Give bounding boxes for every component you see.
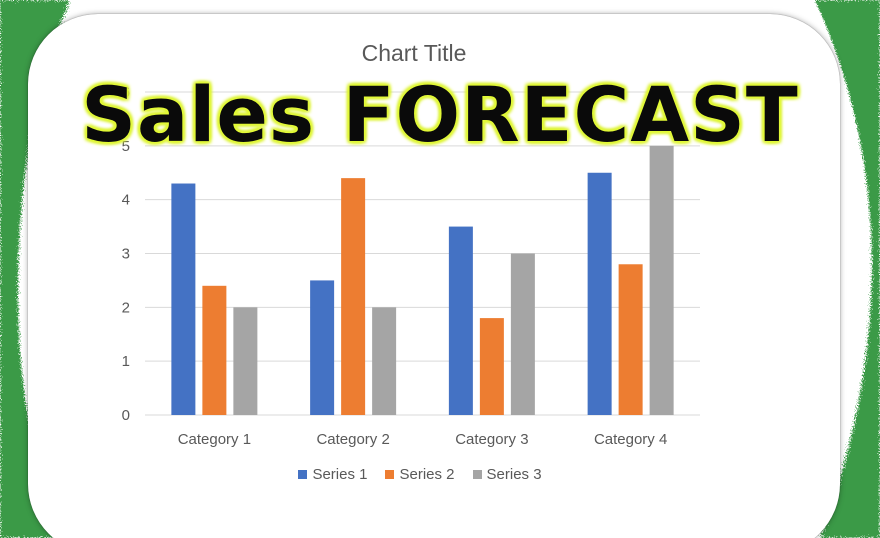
- bar-series-1-category-4: [587, 172, 612, 415]
- sales-forecast-heading: Sales FORECAST: [81, 70, 799, 159]
- y-tick-label: 3: [122, 246, 130, 263]
- bars: [171, 145, 674, 416]
- bar-series-3-category-4: [649, 145, 674, 416]
- chart-card: [28, 14, 840, 538]
- legend-item-series-1: Series 1: [298, 466, 367, 483]
- x-category-label: Category 4: [594, 431, 667, 448]
- legend-swatch-series-2: [385, 470, 395, 479]
- legend-label-series-1: Series 1: [312, 466, 368, 483]
- y-tick-label: 6: [122, 84, 130, 101]
- y-tick-label: 2: [122, 299, 130, 316]
- x-category-label: Category 2: [316, 431, 389, 448]
- bar-series-2-category-1: [202, 285, 227, 415]
- bar-series-2-category-2: [341, 178, 366, 415]
- bar-series-1-category-3: [448, 226, 473, 415]
- legend-swatch-series-3: [472, 470, 482, 479]
- legend-item-series-2: Series 2: [385, 466, 455, 483]
- x-axis-labels: Category 1 Category 2 Category 3 Category 4: [178, 431, 668, 448]
- y-tick-label: 5: [122, 138, 130, 155]
- bar-series-3-category-3: [510, 253, 535, 415]
- y-tick-label: 1: [122, 353, 130, 370]
- x-category-label: Category 1: [178, 431, 251, 448]
- x-category-label: Category 3: [455, 431, 528, 448]
- bar-series-1-category-2: [310, 280, 335, 415]
- y-tick-label: 0: [122, 407, 130, 424]
- bar-series-3-category-1: [233, 307, 258, 415]
- bar-series-1-category-1: [171, 183, 196, 415]
- bar-series-3-category-2: [372, 307, 397, 415]
- y-tick-label: 4: [122, 192, 130, 209]
- legend-label-series-3: Series 3: [486, 466, 542, 483]
- chart-legend: Series 1 Series 2 Series 3: [0, 466, 840, 483]
- legend-swatch-series-1: [298, 470, 308, 479]
- legend-label-series-2: Series 2: [399, 466, 455, 483]
- bar-series-2-category-4: [618, 264, 643, 415]
- chart-title: Chart Title: [361, 40, 467, 66]
- y-axis-ticks: 0 1 2 3 4 5 6: [122, 84, 130, 424]
- bar-series-2-category-3: [479, 318, 504, 415]
- legend-item-series-3: Series 3: [472, 466, 542, 483]
